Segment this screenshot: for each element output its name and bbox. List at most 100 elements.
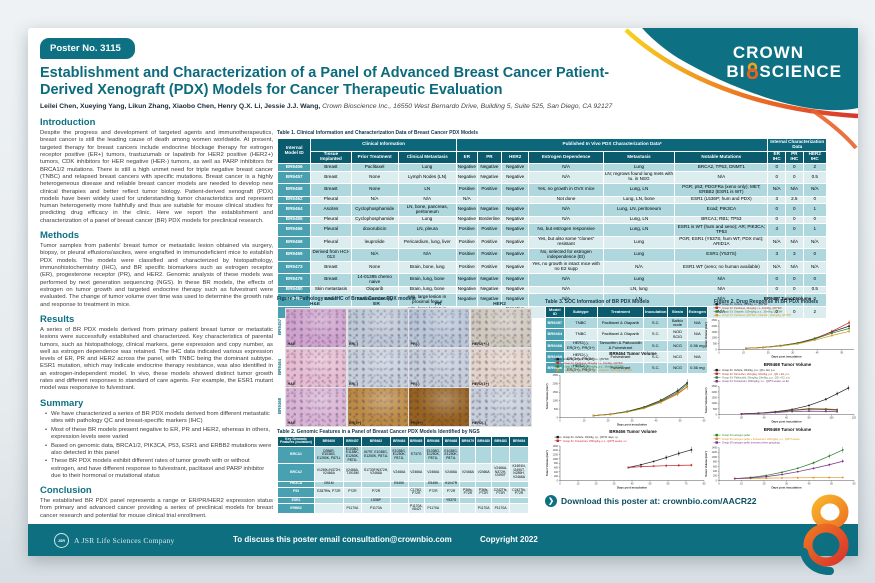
svg-text:60: 60 <box>785 417 788 420</box>
svg-text:BR9468 Tumor Volume: BR9468 Tumor Volume <box>764 362 812 367</box>
table1-cell: Negative <box>500 215 530 225</box>
table2-cell: E1038G, E1250K, P871L <box>389 445 409 465</box>
table1-cell: Ecad; PIK3CA <box>674 203 769 217</box>
svg-text:20: 20 <box>767 352 770 355</box>
table1-cell: Yes, no growth in OVX mice <box>528 183 604 197</box>
table1-cell: Pericardium, lung, liver <box>397 235 457 250</box>
table3-cell: Paclitaxel & Olaparib <box>596 317 645 330</box>
table1-cell: 1 <box>802 203 828 217</box>
svg-text:50: 50 <box>840 352 843 355</box>
table1-cell: N/A <box>674 170 769 185</box>
svg-text:Group 03 estrogen pellet: Group 03 estrogen pellet <box>722 433 750 437</box>
svg-text:800: 800 <box>554 462 559 465</box>
svg-text:Tumor Volume (mm³): Tumor Volume (mm³) <box>545 450 549 476</box>
table2-cell <box>314 496 344 504</box>
svg-text:40: 40 <box>808 483 811 486</box>
table1-cell: Cyclophosphamide <box>350 215 399 225</box>
table1-cell <box>500 195 530 205</box>
svg-text:1500: 1500 <box>553 391 559 394</box>
table3-caption: Table 3. SOC Information of BR PDX Model… <box>545 299 650 305</box>
table1-cell: Skin metastasis <box>310 285 352 295</box>
table2-cell <box>509 445 529 465</box>
table2-cell: C176G, P72R <box>407 486 425 498</box>
table2-model-header: BR9494 <box>509 436 529 447</box>
figure2-caption: Figure 2. Drug Response in BR PDX models <box>714 299 819 305</box>
table1: Internal Model ID Clinical Information Pub… <box>276 138 828 320</box>
svg-text:20: 20 <box>763 483 766 486</box>
table2-cell: P36fs, P72R <box>459 486 477 498</box>
figure1-column-header: H&E <box>309 302 321 307</box>
table1-cell: 3 <box>767 248 786 262</box>
table1-cell: Lung, LN, bone <box>602 195 676 205</box>
brand-crown: CROWN <box>732 43 804 62</box>
svg-text:120: 120 <box>852 417 857 420</box>
svg-text:Days post inoculation: Days post inoculation <box>771 486 801 490</box>
table3-header-cell: Inoculation <box>643 305 669 319</box>
table2-cell <box>441 502 461 514</box>
table1-cell: 0 <box>802 248 828 262</box>
download-link[interactable]: ❯ Download this poster at: crownbio.com/… <box>545 495 757 507</box>
table1-cell: ESR1 (L536P; hum and PDX) <box>674 195 769 205</box>
svg-text:1000: 1000 <box>553 400 559 403</box>
svg-text:Group 02, Paclitaxel, 10mg/kg,: Group 02, Paclitaxel, 10mg/kg, i.v., 10m… <box>563 361 623 365</box>
table1-cell: Lung, LN <box>602 183 676 197</box>
svg-text:Group 01, Vehicle, 10ml/kg, i.: Group 01, Vehicle, 10ml/kg, i.p., QD*21 … <box>563 435 619 439</box>
svg-text:500: 500 <box>713 408 718 411</box>
conclusion-heading: Conclusion <box>40 485 92 497</box>
table1-cell: ESR1 (Y537S) <box>674 248 769 262</box>
table2-cell: V2466A <box>441 463 461 482</box>
title-line-2: Derived Xenograft (PDX) Models for Cance… <box>40 82 503 99</box>
table1-cell: Breast <box>310 183 352 197</box>
table1-cell: BRCA2, TP53, DNMT1 <box>674 163 769 172</box>
svg-text:500: 500 <box>554 408 559 411</box>
table1-cell: LN; regrows found lung mets with tu. in … <box>602 170 676 185</box>
table1-cell: 3 <box>767 195 786 205</box>
model-id-cell: BR9457 <box>545 317 565 330</box>
summary-bullet: We have characterized a series of BR PDX… <box>45 411 273 425</box>
summary-list: We have characterized a series of BR PDX… <box>40 411 273 480</box>
svg-text:0: 0 <box>557 479 559 482</box>
table2-model-header: BR9406 <box>314 436 344 447</box>
table1-cell: 0 <box>802 195 828 205</box>
table1-cell: 0 <box>802 273 828 287</box>
model-id-cell: BR9466 <box>276 223 312 237</box>
table1-header-cell: Internal Model ID <box>276 138 312 164</box>
table2-corner: Key Genomic Features (mutation) <box>277 436 315 447</box>
table2-cell: V2466A <box>407 463 425 482</box>
table1-cell: N/A <box>767 235 786 250</box>
table1-cell: N/A <box>767 260 786 275</box>
table1-cell: None <box>350 170 399 185</box>
svg-text:1200: 1200 <box>553 453 559 456</box>
table1-cell: Lung, LN, peritoneum <box>602 203 676 217</box>
svg-text:Group 04, Paclitaxel, QW*3W +: Group 04, Paclitaxel, QW*3W + Olaparib, … <box>563 368 632 372</box>
table1-cell: 0 <box>767 305 786 320</box>
table1-grid: Internal Model ID Clinical Information Pub… <box>276 138 828 320</box>
table1-cell: Breast <box>310 273 352 287</box>
summary-bullet: These BR PDX models exhibit different ra… <box>45 458 273 480</box>
table1-cell: N/A <box>674 293 769 307</box>
table3-header-cell: Treatment <box>596 305 645 319</box>
table1-cell: Positive <box>476 248 502 262</box>
figure1: H&E ER PR HER2 BR9457 H&E ER(-) PR(-) HER2(+/-) B… <box>277 302 532 427</box>
svg-text:Days post inoculation: Days post inoculation <box>771 355 801 359</box>
svg-text:80: 80 <box>808 417 811 420</box>
table1-cell: 0 <box>767 163 786 172</box>
table2-model-header: BR9465 <box>407 436 425 447</box>
ihc-tile-label: H&E <box>287 342 296 346</box>
svg-text:200: 200 <box>554 475 559 478</box>
model-id-cell: BR9458 <box>276 183 312 197</box>
table1-cell: Negative <box>455 215 478 225</box>
table1-cell: Pleural <box>310 215 352 225</box>
ihc-image-tile: HER2(1+) <box>469 347 532 388</box>
chart-BR9466: BR9466 Tumor Volume Group 01, Vehicle, 10… <box>544 428 708 490</box>
table1-cell: Lung <box>602 163 676 172</box>
table1-cell: Brain, lung, bone <box>397 285 457 295</box>
svg-text:30: 30 <box>631 420 634 423</box>
table1-cell: Not done <box>528 195 604 205</box>
table1-cell: Negative <box>500 285 530 295</box>
model-id-cell: BR9480 <box>276 285 312 295</box>
gene-label-cell: BRCA1 <box>277 445 315 465</box>
contact-email[interactable]: To discuss this poster email consultatio… <box>233 535 452 544</box>
svg-text:Group 03: Olaparib, 100mg/kg,: Group 03: Olaparib, 100mg/kg, p.o., 10ml… <box>722 310 783 314</box>
gene-label-cell: BRCA2 <box>277 463 315 482</box>
